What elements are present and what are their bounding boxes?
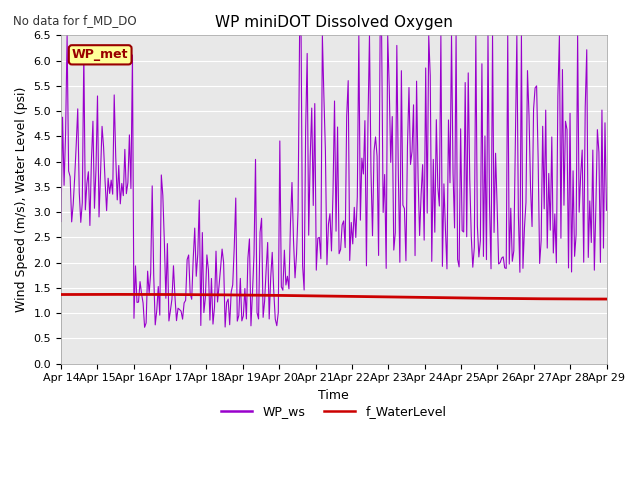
Text: WP_met: WP_met	[72, 48, 129, 61]
Y-axis label: Wind Speed (m/s), Water Level (psi): Wind Speed (m/s), Water Level (psi)	[15, 87, 28, 312]
Legend: WP_ws, f_WaterLevel: WP_ws, f_WaterLevel	[216, 400, 451, 423]
Title: WP miniDOT Dissolved Oxygen: WP miniDOT Dissolved Oxygen	[215, 15, 452, 30]
Text: No data for f_MD_DO: No data for f_MD_DO	[13, 14, 136, 27]
X-axis label: Time: Time	[318, 389, 349, 402]
